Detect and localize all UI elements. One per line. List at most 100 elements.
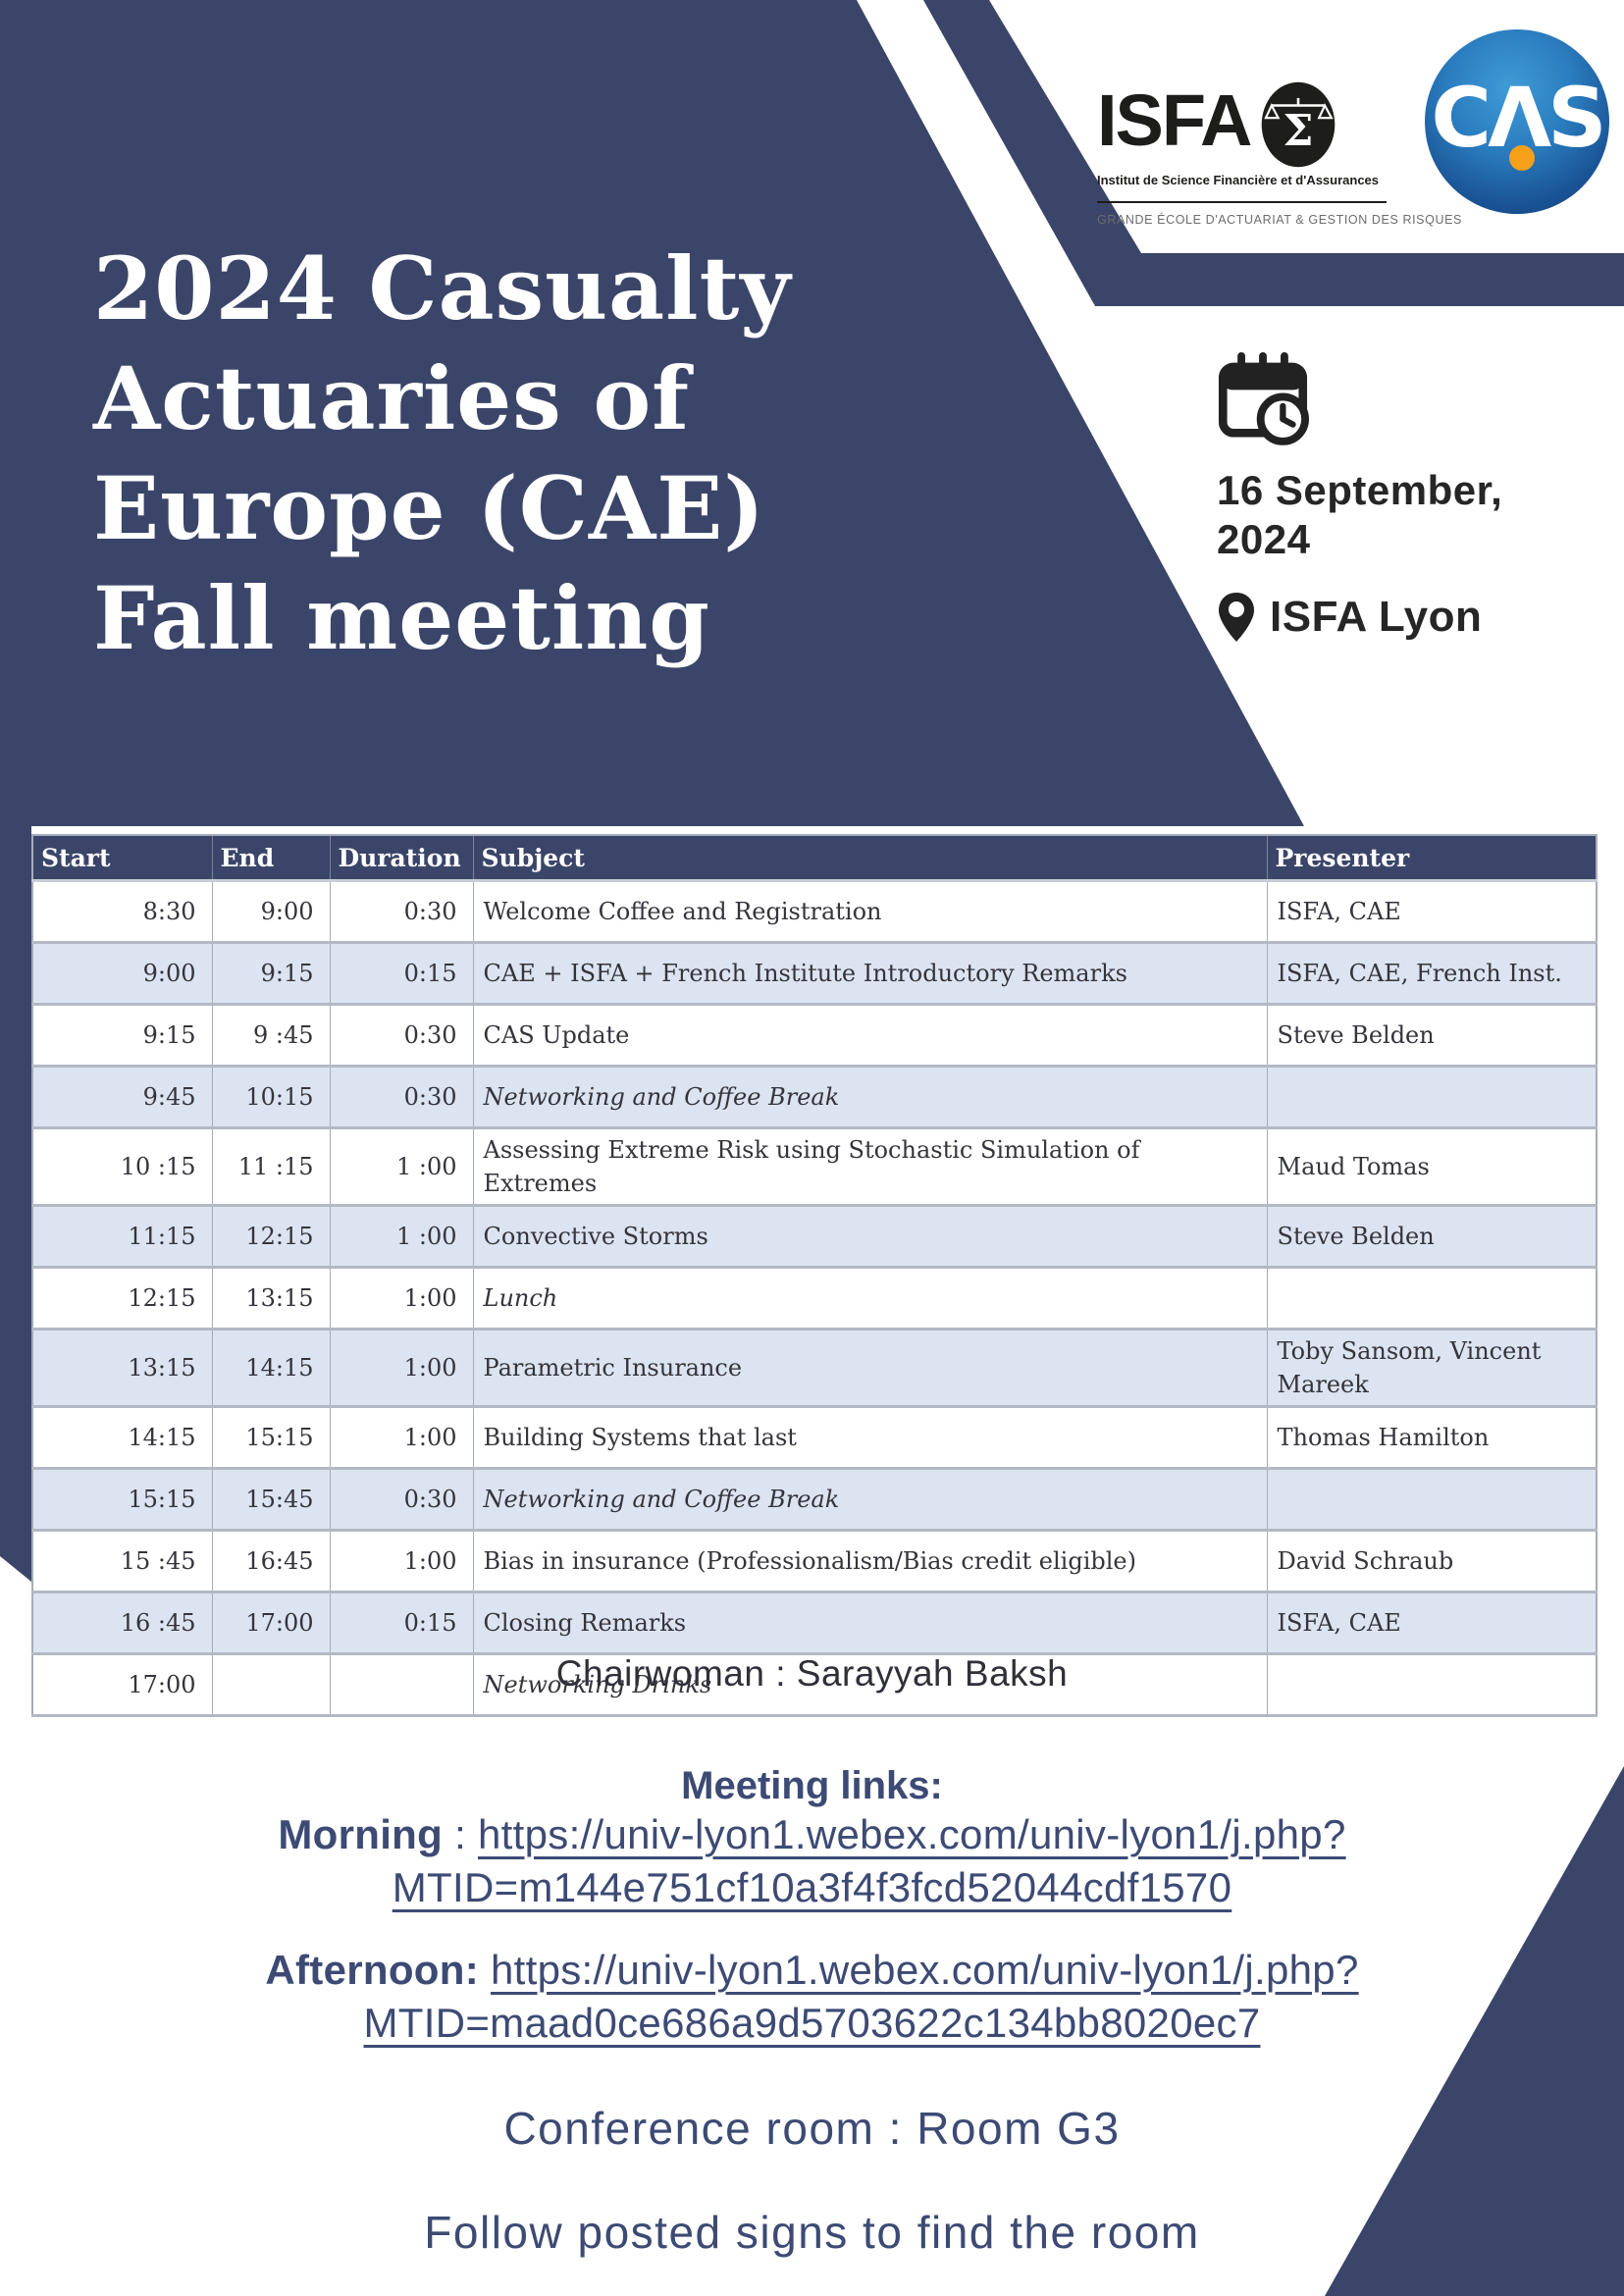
afternoon-link-mtid[interactable]: MTID=maad0ce686a9d5703622c134bb8020ec7 [363,2000,1261,2046]
cell-subject: Convective Storms [473,1205,1268,1269]
table-row: 17:00 Networking Drinks [32,1653,1597,1717]
cell-subject: Welcome Coffee and Registration [473,880,1268,944]
meeting-links-title: Meeting links: [681,1764,943,1807]
cell-start: 11:15 [32,1205,213,1269]
cell-end: 11 :15 [212,1127,331,1207]
cell-subject: Lunch [473,1267,1268,1331]
event-date-line2: 2024 [1217,516,1311,562]
cas-letter-c: C [1431,70,1492,166]
cell-start: 9:00 [32,942,213,1006]
afternoon-label: Afternoon: [265,1947,480,1993]
cell-presenter: Maud Tomas [1267,1127,1597,1207]
bottom-right-triangle [1325,1766,1624,2296]
event-location: ISFA Lyon [1270,593,1483,641]
isfa-scales-icon: Σ [1262,81,1336,168]
cell-duration: 1 :00 [330,1127,474,1207]
morning-label: Morning [278,1811,444,1857]
follow-signs-line: Follow posted signs to find the room [424,2207,1200,2258]
afternoon-separator [479,1947,491,1993]
cell-presenter [1267,1267,1597,1331]
morning-link-line2: MTID=m144e751cf10a3f4f3fcd52044cdf1570 [0,1864,1624,1911]
cas-letter-s: S [1547,70,1606,166]
cell-presenter: Thomas Hamilton [1267,1406,1597,1470]
cell-presenter: Steve Belden [1267,1205,1597,1269]
schedule-body: 8:30 9:00 0:30 Welcome Coffee and Registrat… [32,880,1597,1717]
header-presenter: Presenter [1267,835,1597,882]
morning-link-line: Morning : https://univ-lyon1.webex.com/u… [0,1811,1624,1858]
cell-start: 9:15 [32,1004,213,1068]
cell-subject: Networking Drinks [473,1653,1268,1717]
event-when-block: 16 September, 2024 ISFA Lyon [1217,351,1502,645]
table-row: 12:15 13:15 1:00 Lunch [32,1267,1597,1331]
header-duration: Duration [330,835,474,882]
morning-link[interactable]: https://univ-lyon1.webex.com/univ-lyon1/… [478,1811,1346,1857]
isfa-wordmark: ISFA [1097,79,1252,161]
title-line: Actuaries of [93,347,691,449]
cell-end: 14:15 [212,1329,331,1408]
cell-end: 9:00 [212,880,331,944]
cell-subject: Assessing Extreme Risk using Stochastic … [473,1127,1268,1207]
chairwoman-line: Chairwoman : Sarayyah Baksh [555,1653,1069,1694]
cell-duration: 1:00 [330,1329,474,1408]
cell-subject: Building Systems that last [473,1406,1268,1470]
calendar-clock-icon [1218,352,1309,445]
cell-subject: CAS Update [473,1004,1268,1068]
cell-presenter [1267,1653,1597,1717]
cell-start: 9:45 [32,1066,213,1129]
isfa-divider [1097,201,1387,203]
event-date: 16 September, 2024 [1217,466,1502,564]
cell-duration: 0:15 [330,942,474,1006]
cell-start: 8:30 [32,880,213,944]
table-header-row: Start End Duration Subject Presenter [32,835,1597,882]
isfa-subtitle: Institut de Science Financière et d'Assu… [1097,173,1380,187]
cell-presenter [1267,1468,1597,1532]
table-row: 16 :45 17:00 0:15 Closing Remarks ISFA, CAE [32,1592,1597,1655]
table-row: 11:15 12:15 1 :00 Convective Storms Steve Be… [32,1205,1597,1269]
cell-duration [330,1653,474,1717]
cell-duration: 1 :00 [330,1205,474,1269]
cell-start: 15:15 [32,1468,213,1532]
cell-duration: 1:00 [330,1267,474,1331]
header-subject: Subject [473,835,1268,882]
cell-end: 13:15 [212,1267,331,1331]
cell-start: 10 :15 [32,1127,213,1207]
cell-presenter: Toby Sansom, Vincent Mareek [1267,1329,1597,1408]
table-row: 15 :45 16:45 1:00 Bias in insurance (Profes… [32,1530,1597,1593]
cell-end: 16:45 [212,1530,331,1593]
table-row: 15:15 15:45 0:30 Networking and Coffee Brea… [32,1468,1597,1532]
cell-presenter: ISFA, CAE [1267,1592,1597,1655]
morning-separator: : [443,1811,479,1857]
header-end: End [212,835,331,882]
cell-duration: 1:00 [330,1530,474,1593]
cell-subject: Parametric Insurance [473,1329,1268,1408]
cell-subject: Closing Remarks [473,1592,1268,1655]
cell-start: 12:15 [32,1267,213,1331]
table-row: 13:15 14:15 1:00 Parametric Insurance Toby S… [32,1329,1597,1408]
cell-end: 12:15 [212,1205,331,1269]
cell-subject: CAE + ISFA + French Institute Introducto… [473,942,1268,1006]
cell-start: 14:15 [32,1406,213,1470]
cell-end: 15:15 [212,1406,331,1470]
table-row: 14:15 15:15 1:00 Building Systems that last… [32,1406,1597,1470]
table-row: 9:15 9 :45 0:30 CAS Update Steve Belden [32,1004,1597,1068]
morning-link-mtid[interactable]: MTID=m144e751cf10a3f4f3fcd52044cdf1570 [392,1864,1232,1910]
cell-end: 15:45 [212,1468,331,1532]
afternoon-link-line2: MTID=maad0ce686a9d5703622c134bb8020ec7 [0,2000,1624,2047]
afternoon-link[interactable]: https://univ-lyon1.webex.com/univ-lyon1/… [491,1947,1359,1993]
cell-presenter [1267,1066,1597,1129]
page-title: 2024 Casualty Actuaries of Europe (CAE) … [93,234,791,673]
cell-duration: 0:30 [330,1468,474,1532]
cell-start: 13:15 [32,1329,213,1408]
header-navy-polygon [0,0,1304,1582]
isfa-tagline: GRANDE ÉCOLE D'ACTUARIAT & GESTION DES R… [1097,213,1462,227]
cell-duration: 0:30 [330,1004,474,1068]
cell-subject: Networking and Coffee Break [473,1066,1268,1129]
table-row: 10 :15 11 :15 1 :00 Assessing Extreme Risk … [32,1127,1597,1207]
diagonal-band-and-top-bar [923,0,1624,306]
isfa-logo: ISFA Σ Institut de Science Financière et… [1097,79,1462,227]
cell-duration: 0:15 [330,1592,474,1655]
cell-duration: 0:30 [330,1066,474,1129]
cell-end [212,1653,331,1717]
afternoon-link-line: Afternoon: https://univ-lyon1.webex.com/… [0,1947,1624,1994]
